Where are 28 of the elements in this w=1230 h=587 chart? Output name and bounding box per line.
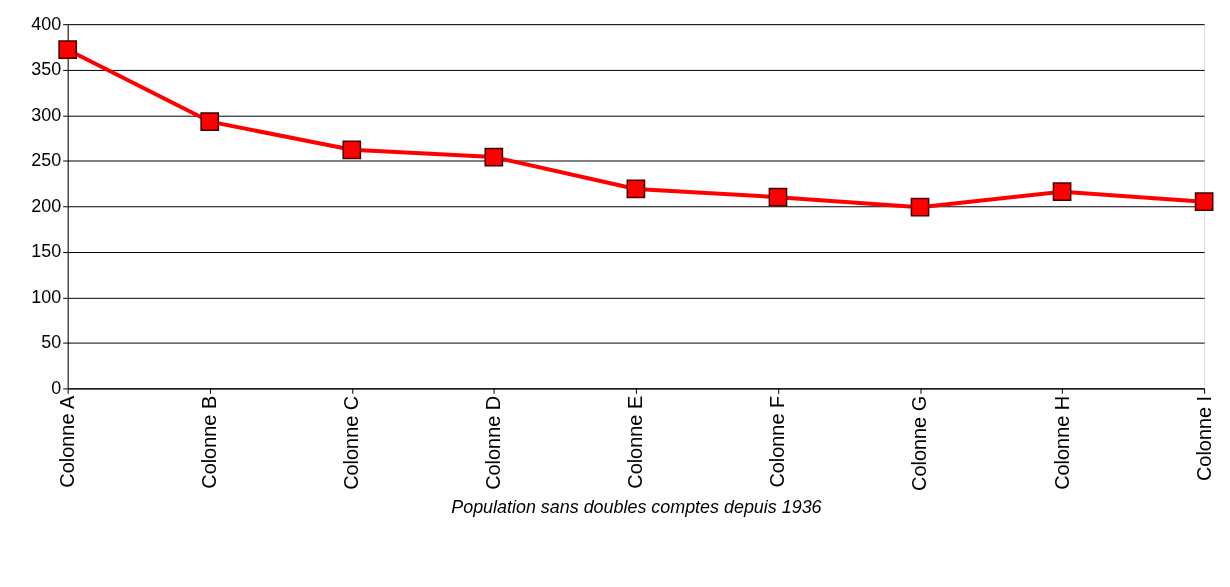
point (910, 197, 930, 217)
point (200, 112, 220, 131)
y-tick-label: 200 (31, 195, 62, 216)
y-tick-label: 0 (51, 377, 62, 398)
x-tick-label: Colonne A (56, 395, 79, 488)
y-tick-label: 350 (31, 59, 62, 80)
x-axis-title: Population sans doubles comptes depuis 1936 (451, 496, 822, 517)
x-tick-label: Colonne D (482, 395, 505, 490)
x-tick-label: Colonne G (908, 395, 931, 491)
y-tick-label: 150 (31, 241, 62, 262)
y-tick-label: 100 (31, 286, 62, 307)
x-tick-label: Colonne E (624, 395, 647, 489)
point (58, 40, 78, 60)
x-tick-label: Colonne F (766, 395, 789, 488)
point (1194, 192, 1214, 212)
point (768, 187, 788, 207)
point (1052, 182, 1072, 202)
point (342, 140, 362, 160)
y-tick-label: 400 (31, 13, 62, 34)
x-tick-label: Colonne B (198, 395, 221, 489)
x-tick-label: Colonne C (340, 395, 363, 490)
point (626, 179, 646, 199)
y-tick-label: 300 (31, 104, 62, 125)
point (484, 147, 504, 167)
x-tick-label: Colonne H (1050, 395, 1073, 490)
y-tick-label: 250 (31, 150, 62, 171)
x-tick-label: Colonne I (1192, 395, 1215, 481)
y-tick-label: 50 (41, 332, 62, 353)
